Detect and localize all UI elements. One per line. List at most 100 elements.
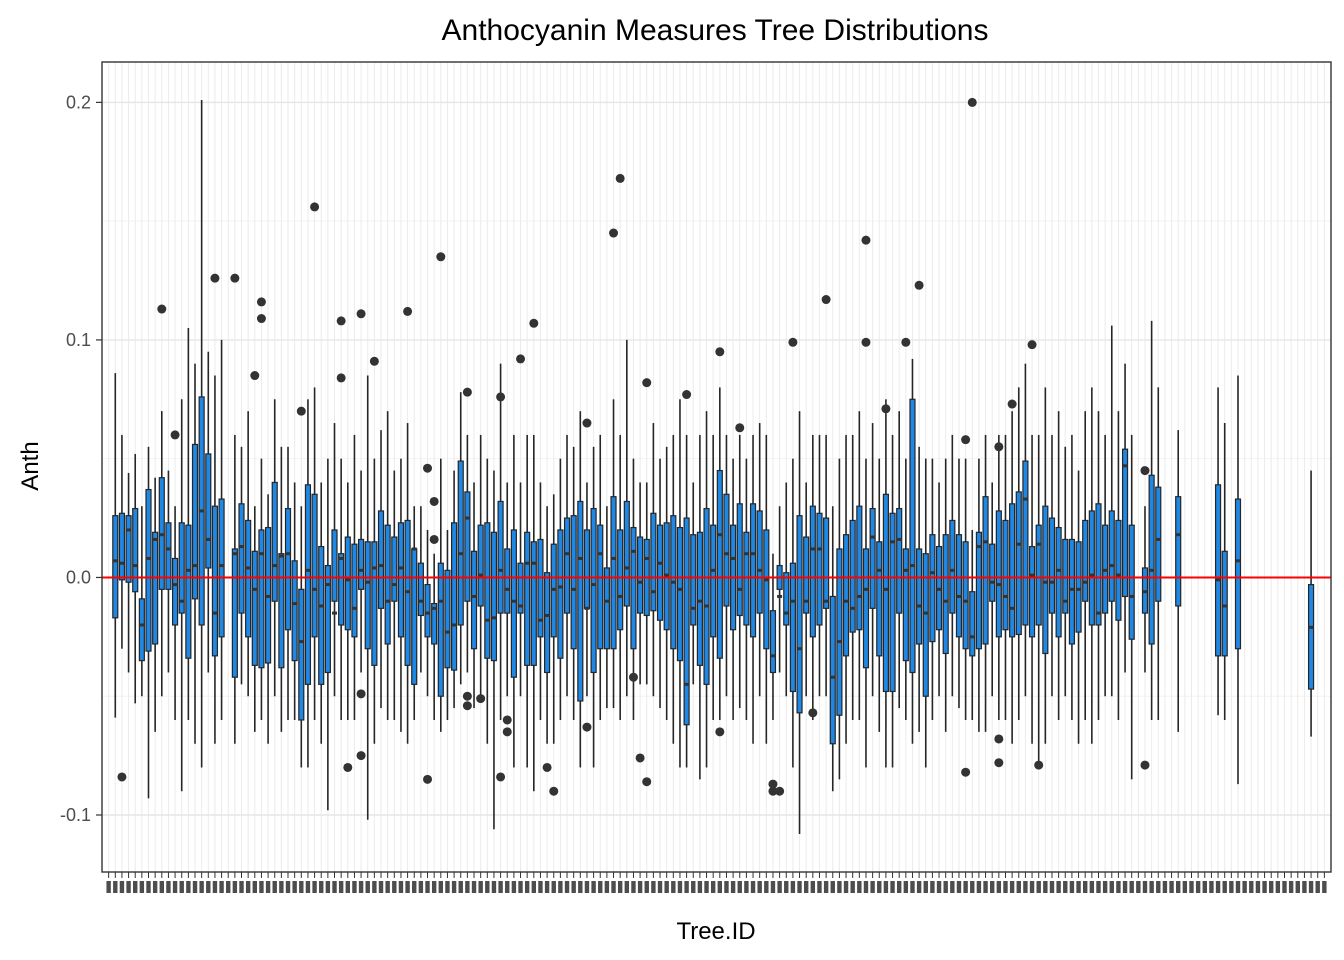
x-tick-label-glyph [611, 881, 616, 893]
outlier-point [356, 689, 366, 699]
box [437, 562, 444, 697]
box [291, 560, 298, 662]
x-tick-label-glyph [505, 881, 510, 893]
box [683, 517, 690, 726]
box [1214, 484, 1222, 657]
box-group [842, 434, 850, 744]
box-group [808, 434, 818, 720]
box [889, 512, 896, 693]
box [690, 534, 697, 626]
x-tick-label-glyph [1009, 881, 1015, 893]
y-tick-label: 0.0 [66, 567, 91, 587]
box-group [881, 399, 891, 768]
x-tick-label-glyph [146, 881, 151, 893]
x-tick-label-glyph [571, 881, 576, 893]
outlier-point [901, 337, 911, 347]
box-group [670, 434, 677, 744]
x-tick-label-glyph [803, 881, 809, 893]
box-group [1175, 430, 1182, 732]
box [171, 557, 179, 626]
box-group [145, 446, 152, 799]
box [371, 541, 378, 666]
outlier-point [1034, 760, 1044, 770]
box [298, 588, 305, 721]
box-group [743, 458, 750, 720]
box [490, 531, 498, 662]
box-group [1042, 387, 1049, 744]
outlier-point [615, 173, 625, 183]
x-tick-label-glyph [1222, 881, 1227, 893]
x-tick-label-glyph [345, 881, 350, 893]
box-group [563, 434, 571, 697]
box [829, 595, 836, 745]
x-tick-label-glyph [352, 881, 357, 893]
box [165, 522, 172, 590]
x-tick-label-glyph [777, 881, 782, 893]
box-group [529, 318, 539, 792]
x-tick-label-glyph [564, 881, 570, 893]
box [676, 526, 684, 662]
outlier-point [1140, 760, 1150, 770]
box-group [198, 100, 205, 768]
box [185, 524, 192, 659]
box [842, 534, 850, 657]
box-group [1048, 434, 1056, 697]
box [590, 507, 597, 674]
box-group [549, 494, 559, 796]
outlier-point [642, 777, 652, 787]
box-group [271, 399, 278, 697]
box [1221, 550, 1228, 657]
box [417, 562, 424, 617]
box-group [768, 553, 778, 796]
box [1048, 517, 1056, 614]
x-tick-label-glyph [365, 881, 370, 893]
box-group [650, 423, 657, 697]
box-group [1027, 340, 1037, 744]
x-tick-label-glyph [106, 881, 111, 893]
x-tick-label-glyph [279, 881, 284, 893]
x-tick-label-glyph [1156, 881, 1161, 893]
outlier-point [250, 371, 260, 381]
x-tick-label-glyph [624, 881, 630, 893]
box-group [590, 446, 597, 768]
box-group [1055, 411, 1062, 720]
x-tick-label-glyph [1142, 881, 1148, 893]
box [357, 538, 365, 590]
outlier-point [210, 273, 220, 283]
x-tick-label-glyph [1202, 881, 1207, 893]
box [1055, 526, 1062, 638]
box-group [914, 280, 924, 732]
box [816, 512, 823, 626]
box [557, 529, 564, 659]
box [284, 507, 292, 631]
box-group [935, 482, 943, 697]
outlier-point [961, 767, 971, 777]
x-tick-label-glyph [206, 881, 211, 893]
box [916, 548, 923, 645]
outlier-point [549, 786, 559, 796]
x-tick-label-glyph [272, 881, 277, 893]
x-tick-label-glyph [1295, 881, 1300, 893]
x-tick-label-glyph [133, 881, 138, 893]
x-tick-label-glyph [192, 881, 198, 893]
box-group [876, 458, 883, 732]
x-tick-label-glyph [438, 881, 444, 893]
box [809, 505, 816, 638]
box-group [318, 482, 325, 744]
x-tick-label-glyph [1089, 881, 1095, 893]
x-tick-label-glyph [1049, 881, 1055, 893]
x-tick-label-glyph [139, 881, 145, 893]
x-tick-label-glyph [770, 881, 776, 893]
box [451, 522, 458, 671]
box-group [304, 399, 312, 768]
x-tick-label-glyph [1029, 881, 1035, 893]
box-group [537, 482, 544, 720]
x-tick-label-glyph [857, 881, 862, 893]
box-group [284, 446, 292, 720]
box-group [763, 434, 770, 744]
x-tick-label-glyph [292, 881, 297, 893]
x-tick-label-glyph [1182, 881, 1188, 893]
x-tick-label-glyph [1189, 881, 1194, 893]
box-group [510, 434, 517, 768]
x-tick-label-glyph [239, 881, 244, 893]
